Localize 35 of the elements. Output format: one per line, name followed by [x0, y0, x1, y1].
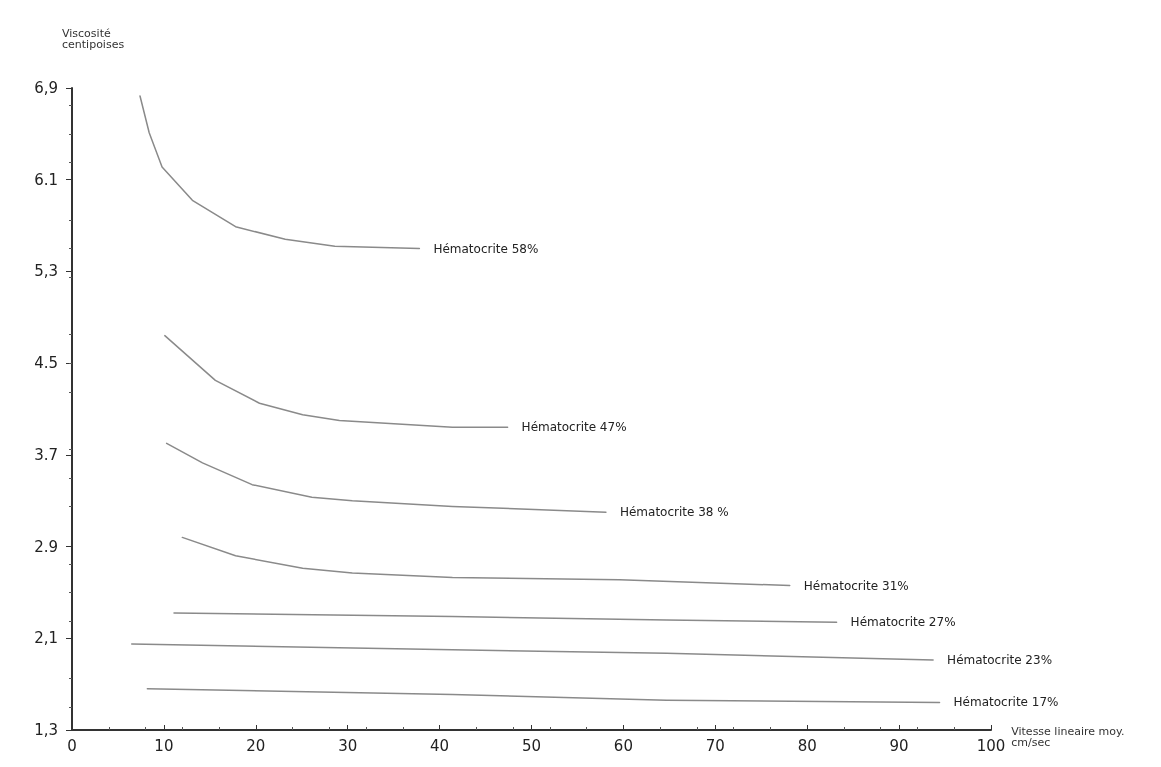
series-label: Hématocrite 31% [803, 578, 909, 593]
line-series [164, 334, 509, 429]
series-label: Hématocrite 23% [947, 653, 1053, 668]
y-tick-label: 6.1 [34, 170, 58, 189]
x-tick-label: 60 [613, 736, 633, 755]
x-tick-label: 0 [67, 736, 77, 755]
y-axis-title: Viscosité centipoises [62, 27, 125, 51]
y-tick-label: 2.9 [34, 537, 58, 556]
x-tick-label: 80 [797, 736, 817, 755]
line-series [130, 643, 934, 661]
line-series [165, 442, 607, 513]
line-series [173, 612, 838, 623]
line-series [181, 536, 791, 587]
line-series [146, 687, 941, 704]
y-tick-label: 4.5 [34, 354, 58, 373]
x-tick-label: 30 [338, 736, 358, 755]
x-tick-label: 70 [705, 736, 725, 755]
x-tick-label: 50 [521, 736, 542, 755]
x-tick-label: 40 [430, 736, 450, 755]
series-label: Hématocrite 58% [433, 241, 539, 256]
y-tick-label: 6,9 [34, 79, 58, 97]
series-label: Hématocrite 47% [521, 420, 627, 435]
y-tick-label: 3.7 [34, 445, 58, 464]
x-tick-label: 10 [154, 736, 174, 755]
line-series [139, 95, 421, 250]
x-tick-label: 100 [976, 736, 1006, 755]
y-tick-label: 5,3 [34, 262, 58, 281]
x-tick-label: 90 [889, 736, 909, 755]
x-tick-label: 20 [246, 736, 266, 755]
series-label: Hématocrite 38 % [619, 505, 729, 520]
series-label: Hématocrite 27% [850, 615, 956, 630]
y-tick-label: 1,3 [34, 721, 58, 739]
y-tick-label: 2,1 [34, 629, 58, 648]
series-label: Hématocrite 17% [953, 695, 1059, 710]
x-axis-title: Vitesse lineaire moy. cm/sec [1011, 725, 1125, 749]
